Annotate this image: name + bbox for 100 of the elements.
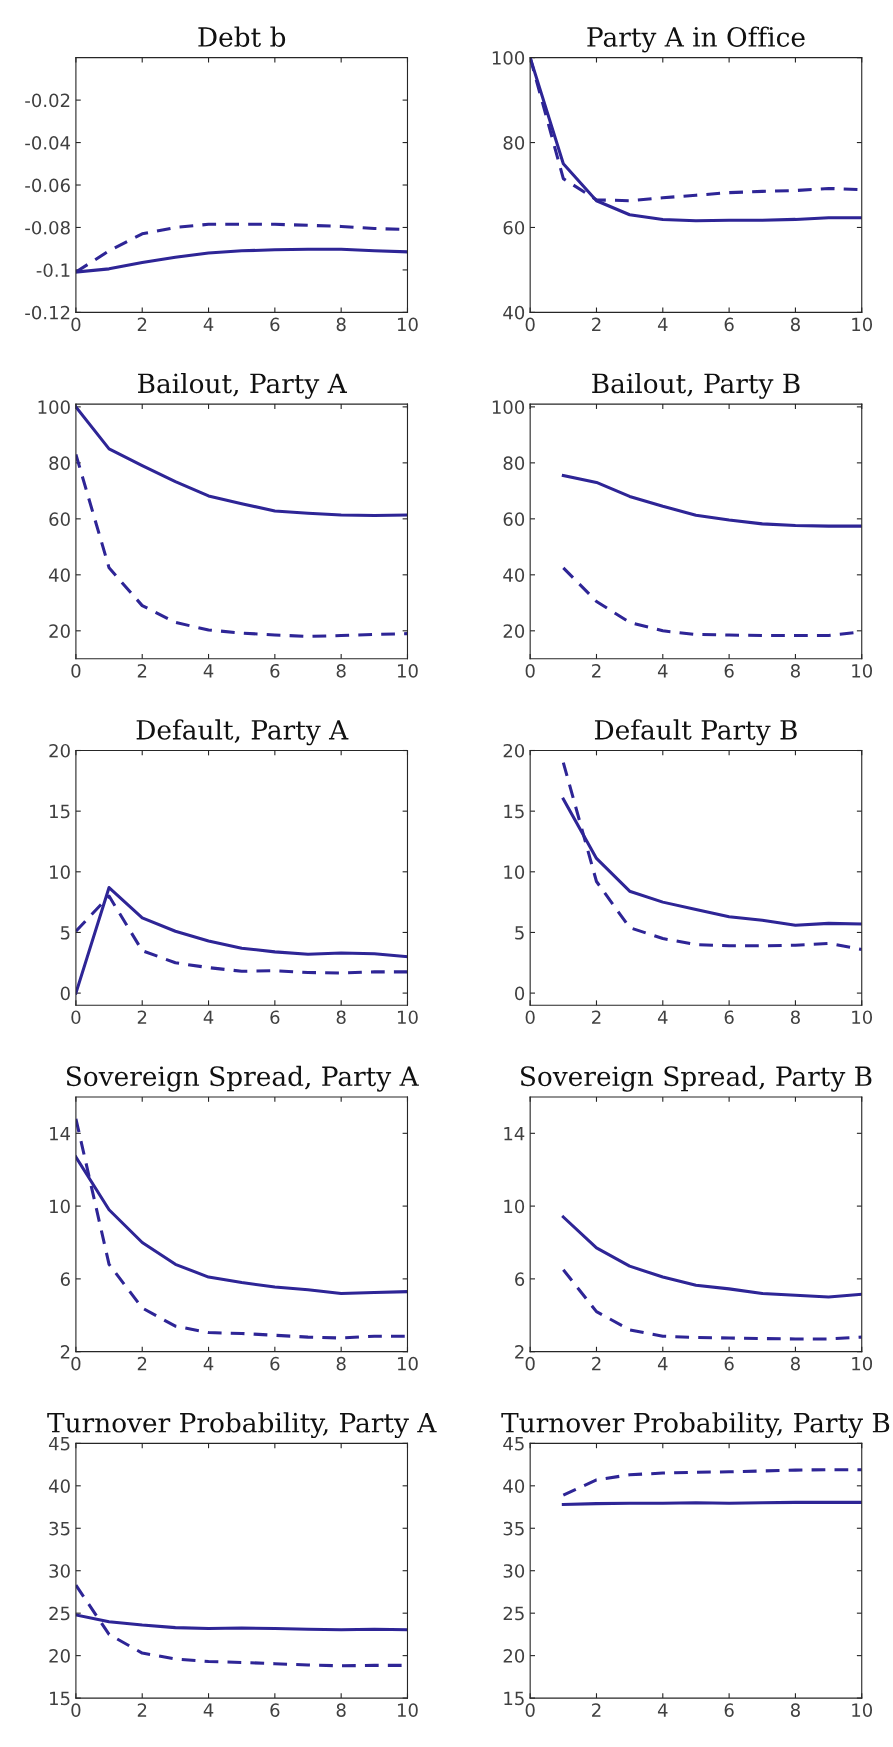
y-tick-label: 45 — [48, 1437, 70, 1451]
y-tick-label: 40 — [48, 1479, 70, 1493]
x-tick-label: 2 — [592, 317, 601, 331]
y-tick-label: 6 — [515, 1272, 525, 1286]
x-tick-label: 2 — [137, 317, 147, 331]
y-tick-label: 35 — [503, 1521, 524, 1536]
line-series — [75, 452, 408, 638]
y-tick-label: 2 — [515, 1345, 524, 1359]
x-tick-label: 0 — [525, 1010, 535, 1025]
x-tick-label: 6 — [270, 1010, 280, 1025]
x-tick-label: 0 — [71, 317, 81, 332]
x-tick-label: 6 — [724, 1356, 734, 1371]
x-tick-label: 2 — [592, 663, 601, 678]
y-tick-label: 100 — [38, 400, 70, 414]
y-tick-label: 15 — [50, 1691, 70, 1706]
y-tick-label: 0 — [60, 986, 70, 1001]
x-tick-label: 8 — [790, 1010, 800, 1025]
x-tick-label: 8 — [336, 1703, 346, 1717]
y-tick-label: 40 — [503, 305, 525, 320]
x-tick-label: 6 — [724, 1703, 734, 1717]
y-tick-label: 100 — [492, 51, 525, 65]
x-tick-label: 10 — [397, 663, 418, 678]
y-tick-label: 100 — [492, 400, 525, 414]
x-tick-label: 8 — [790, 1703, 800, 1717]
x-tick-label: 4 — [657, 1357, 668, 1371]
y-tick-label: -0.12 — [25, 305, 70, 320]
x-tick-label: 10 — [852, 317, 873, 332]
x-tick-label: 0 — [71, 1703, 81, 1717]
y-tick-label: 20 — [49, 624, 70, 638]
x-tick-label: 10 — [852, 1703, 873, 1717]
y-tick-label: 20 — [49, 1649, 70, 1663]
y-tick-label: -0.06 — [25, 178, 70, 193]
y-tick-label: 10 — [50, 865, 70, 879]
y-tick-label: 15 — [504, 1691, 524, 1706]
y-tick-label: 20 — [49, 743, 70, 758]
x-tick-label: 8 — [336, 1356, 346, 1371]
x-tick-label: 8 — [336, 1010, 346, 1025]
x-tick-label: 10 — [397, 1356, 418, 1371]
y-tick-label: 6 — [60, 1272, 70, 1286]
x-tick-label: 10 — [397, 317, 418, 332]
x-tick-label: 2 — [137, 1703, 147, 1717]
x-tick-label: 2 — [137, 663, 147, 678]
y-tick-label: 80 — [49, 456, 70, 470]
line-series — [561, 1215, 862, 1299]
x-tick-label: 0 — [525, 1356, 535, 1371]
y-tick-label: 5 — [515, 926, 524, 940]
y-tick-label: 10 — [504, 865, 525, 879]
x-tick-label: 4 — [657, 1010, 668, 1024]
chart-title: Debt b — [198, 26, 286, 47]
y-tick-label: 40 — [503, 1479, 525, 1493]
y-tick-label: 25 — [49, 1606, 70, 1621]
x-tick-label: 4 — [203, 664, 214, 678]
y-tick-label: 10 — [50, 1199, 70, 1214]
x-tick-label: 4 — [657, 317, 668, 331]
x-tick-label: 10 — [397, 1010, 418, 1025]
y-tick-label: 20 — [503, 1649, 525, 1663]
line-series — [561, 473, 862, 528]
x-tick-label: 4 — [657, 664, 668, 678]
x-tick-label: 6 — [270, 1356, 280, 1371]
y-tick-label: 25 — [503, 1606, 524, 1621]
x-tick-label: 8 — [336, 317, 346, 332]
y-tick-label: -0.08 — [25, 220, 70, 235]
y-tick-label: -0.1 — [36, 263, 70, 278]
y-tick-label: 80 — [503, 136, 525, 150]
y-tick-label: 60 — [49, 512, 70, 526]
line-series — [75, 886, 408, 995]
x-tick-label: 8 — [790, 317, 800, 332]
x-tick-label: 0 — [525, 1703, 535, 1717]
x-tick-label: 0 — [525, 663, 535, 678]
chart-title: Bailout, Party B — [592, 372, 800, 399]
y-tick-label: 20 — [503, 743, 525, 758]
y-tick-label: 60 — [503, 512, 525, 526]
line-series — [561, 1268, 862, 1341]
chart-title: Party A in Office — [587, 26, 805, 53]
y-tick-label: -0.02 — [25, 93, 70, 108]
x-tick-label: 2 — [137, 1010, 147, 1024]
x-tick-label: 4 — [203, 1357, 214, 1371]
x-tick-label: 8 — [336, 663, 346, 678]
x-tick-label: 10 — [852, 1356, 873, 1371]
x-tick-label: 2 — [137, 1356, 147, 1371]
x-tick-label: 2 — [592, 1010, 601, 1024]
line-series — [561, 1468, 862, 1497]
y-tick-label: 0 — [515, 986, 525, 1001]
y-tick-label: 30 — [49, 1564, 70, 1578]
x-tick-label: 4 — [657, 1703, 668, 1717]
x-tick-label: 4 — [203, 1010, 214, 1024]
y-tick-label: 15 — [504, 804, 524, 819]
chart-title: Sovereign Spread, Party A — [66, 1065, 419, 1092]
y-tick-label: 60 — [503, 220, 525, 235]
y-tick-label: 35 — [49, 1521, 70, 1536]
y-tick-label: 80 — [503, 456, 525, 470]
y-tick-label: 40 — [503, 568, 525, 582]
x-tick-label: 4 — [203, 317, 214, 331]
x-tick-label: 2 — [592, 1356, 601, 1371]
y-tick-label: 15 — [50, 804, 70, 819]
y-tick-label: 20 — [503, 624, 525, 638]
x-tick-label: 6 — [270, 663, 280, 678]
line-series — [561, 761, 862, 951]
x-tick-label: 6 — [270, 317, 280, 332]
y-tick-label: 2 — [60, 1345, 70, 1359]
